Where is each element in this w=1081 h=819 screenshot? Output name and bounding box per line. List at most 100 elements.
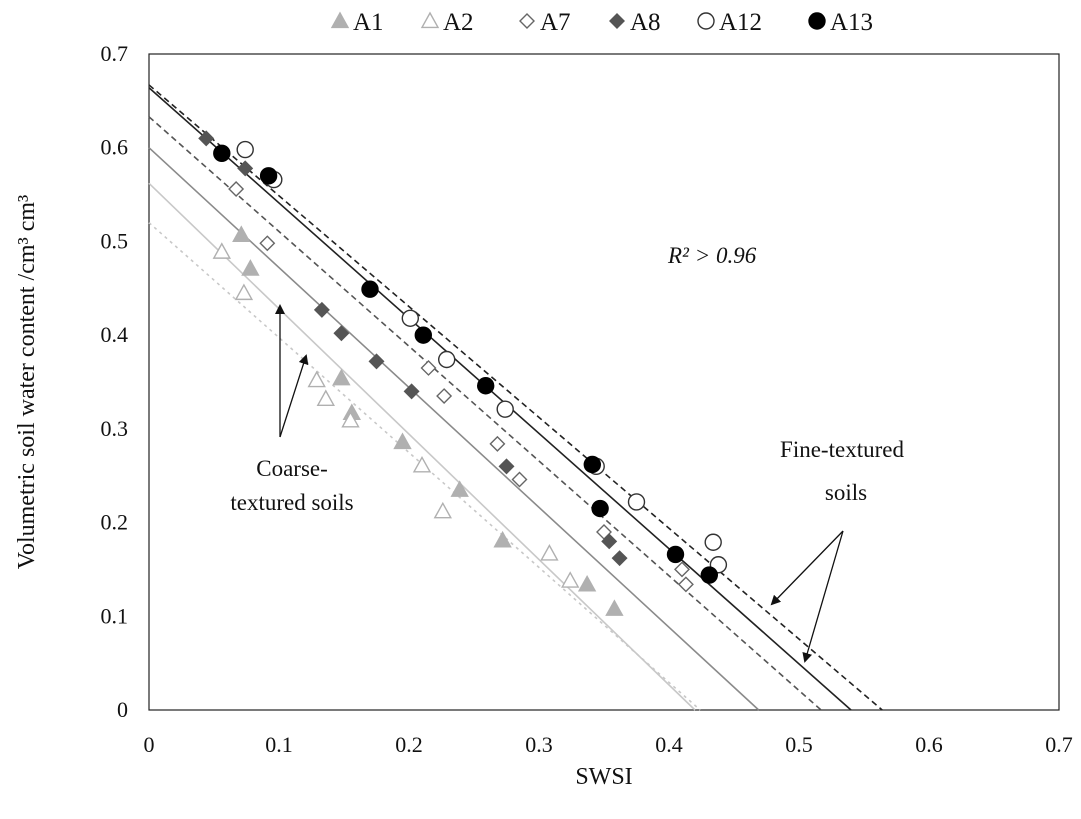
data-point [704,533,722,551]
data-point [213,144,231,163]
data-point [198,130,215,147]
legend-marker [420,11,440,29]
legend-label: A7 [540,9,571,36]
data-point [341,410,360,428]
y-tick-label: 0.1 [101,603,129,628]
x-tick-label: 0.6 [915,732,943,757]
data-point [237,160,254,177]
x-tick-label: 0.7 [1045,732,1073,757]
data-point [627,493,646,511]
data-point [401,309,419,327]
legend-label: A12 [719,9,762,36]
legend-item-A13: A13 [808,9,873,36]
data-point [489,435,506,452]
data-point [313,301,330,318]
r-squared-label: R² > 0.96 [667,243,757,268]
data-point [498,458,515,475]
data-point [700,566,718,584]
legend-item-A8: A8 [609,9,661,36]
data-point [259,235,276,252]
data-point [333,325,350,342]
data-point [228,180,245,197]
data-point [677,576,694,593]
legend-label: A1 [353,9,384,36]
fit-line [148,116,822,711]
data-point [450,480,469,497]
data-point [601,533,618,550]
data-point [666,545,685,564]
x-tick-label: 0 [144,732,155,757]
legend-label: A2 [443,9,474,36]
plot-area-border [148,53,1060,711]
series-A8 [198,130,628,567]
data-point [316,389,335,406]
series-A7 [228,180,694,593]
y-axis-title: Volumetric soil water content /cm³ cm³ [14,195,40,570]
data-point [605,599,624,616]
legend-item-A12: A12 [697,9,762,36]
fine-arrow-down [802,530,844,663]
fit-lines [148,84,883,711]
y-tick-label: 0.3 [101,416,129,441]
data-point [307,370,326,388]
legend-marker [609,13,625,29]
legend-label: A13 [830,9,873,36]
y-tick-label: 0.5 [101,228,129,253]
coarse-arrow-diagonal [279,354,309,438]
data-points [198,130,728,616]
y-axis-ticks: 0 0.1 0.2 0.3 0.4 0.5 0.6 0.7 [101,41,129,722]
data-point [591,499,609,518]
y-tick-label: 0.6 [101,135,129,160]
fit-line [148,84,883,711]
legend-marker [519,13,535,29]
y-tick-label: 0.2 [101,510,129,535]
coarse-label-line2: textured soils [230,490,353,515]
data-point [577,574,597,592]
data-point [236,140,254,159]
data-point [414,326,432,344]
legend-item-A1: A1 [330,9,384,36]
data-point [393,432,412,450]
data-point [540,544,559,561]
data-point [611,550,628,567]
data-point [436,388,453,405]
data-point [234,283,254,301]
legend-marker [330,11,350,29]
legend: A1 A2 A7 A8 A12 A13 [330,9,873,36]
legend-item-A2: A2 [420,9,474,36]
legend-item-A7: A7 [519,9,571,36]
data-point [420,359,437,376]
data-point [259,167,278,185]
series-A1 [232,225,624,616]
data-point [361,280,379,298]
x-axis-ticks: 0 0.1 0.2 0.3 0.4 0.5 0.6 0.7 [144,732,1073,757]
data-point [477,377,495,395]
data-point [493,530,512,548]
data-point [511,471,528,488]
data-point [212,242,231,259]
data-point [561,571,580,588]
fine-arrow-left [770,530,844,606]
x-tick-label: 0.5 [785,732,813,757]
x-tick-label: 0.3 [525,732,553,757]
data-point [496,400,514,418]
series-A2 [212,242,580,588]
fit-line [148,182,696,711]
x-tick-label: 0.1 [265,732,293,757]
legend-label: A8 [630,9,661,36]
data-point [232,225,251,242]
fine-label-line2: soils [825,480,867,505]
data-point [332,368,351,386]
fit-line [148,87,852,711]
data-point [433,501,452,519]
y-tick-label: 0.4 [101,322,129,347]
fine-label-line1: Fine-textured [780,437,904,462]
series-A13 [213,144,718,584]
y-tick-label: 0 [117,697,128,722]
data-point [583,455,601,474]
x-tick-label: 0.2 [395,732,423,757]
x-axis-title: SWSI [575,764,632,790]
data-point [438,350,456,369]
data-point [368,353,385,370]
